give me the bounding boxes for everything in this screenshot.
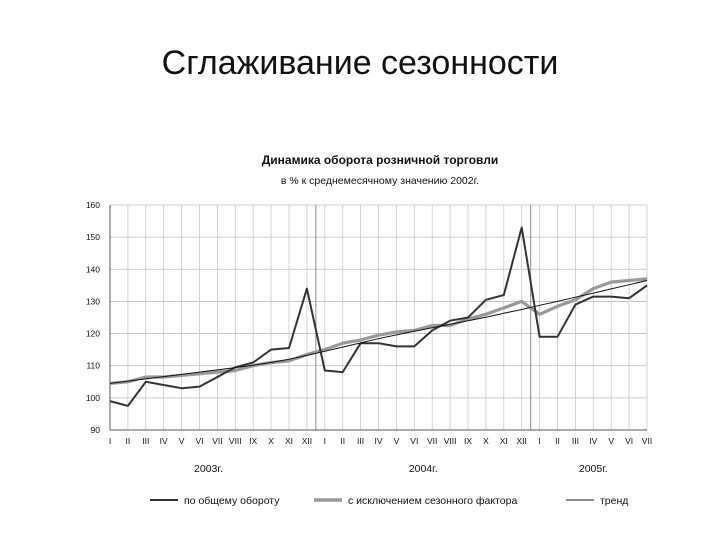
x-tick-label: IX [464,436,472,446]
y-tick-label: 130 [86,296,100,306]
x-tick-label: XI [285,436,293,446]
x-tick-label: V [608,436,614,446]
year-label: 2005г. [579,463,608,475]
y-tick-label: 90 [91,425,101,435]
x-tick-label: I [109,436,111,446]
slide-title: Сглаживание сезонности [161,44,559,82]
legend-item-trend: тренд [566,495,628,507]
x-tick-label: XI [500,436,508,446]
x-tick-label: VIII [229,436,242,446]
x-tick-label: I [538,436,540,446]
y-tick-label: 100 [86,393,100,403]
legend-label: тренд [600,495,628,507]
legend-label: с исключением сезонного фактора [348,495,517,507]
series-line-total [109,226,648,407]
y-tick-label: 140 [86,264,100,274]
x-tick-label: VII [642,436,652,446]
legend-item-seasonally-adjusted: с исключением сезонного фактора [314,495,517,507]
x-tick-label: III [357,436,364,446]
y-tick-label: 120 [86,329,100,339]
x-tick-label: III [142,436,149,446]
x-tick-label: VIII [444,436,457,446]
x-tick-label: IV [374,436,382,446]
series-line-seasonally-adjusted [109,277,648,385]
x-tick-label: V [394,436,400,446]
legend: по общему обороту с исключением сезонного… [150,495,628,507]
x-tick-label: IV [160,436,168,446]
x-tick-label: VII [427,436,437,446]
x-tick-label: III [572,436,579,446]
x-tick-label: X [268,436,274,446]
x-tick-label: VI [410,436,418,446]
x-tick-label: IX [249,436,257,446]
x-tick-label: X [483,436,489,446]
x-tick-label: VI [625,436,633,446]
series-line-trend [109,280,648,384]
x-tick-label: VII [212,436,222,446]
x-tick-label: II [126,436,131,446]
y-tick-label: 150 [86,232,100,242]
y-tick-label: 160 [86,200,100,210]
year-label: 2004г. [409,463,438,475]
legend-label: по общему обороту [184,495,280,507]
x-tick-label: II [340,436,345,446]
legend-item-total: по общему обороту [150,495,280,507]
x-tick-label: I [324,436,326,446]
year-label: 2003г. [194,463,223,475]
x-tick-label: XII [516,436,526,446]
x-tick-label: V [179,436,185,446]
x-tick-label: II [555,436,560,446]
x-tick-label: IV [589,436,597,446]
chart-subtitle: в % к среднемесячному значению 2002г. [281,175,479,187]
chart-title: Динамика оборота розничной торговли [262,153,499,167]
x-tick-label: XII [302,436,312,446]
x-tick-label: VI [195,436,203,446]
y-tick-label: 110 [86,361,100,371]
